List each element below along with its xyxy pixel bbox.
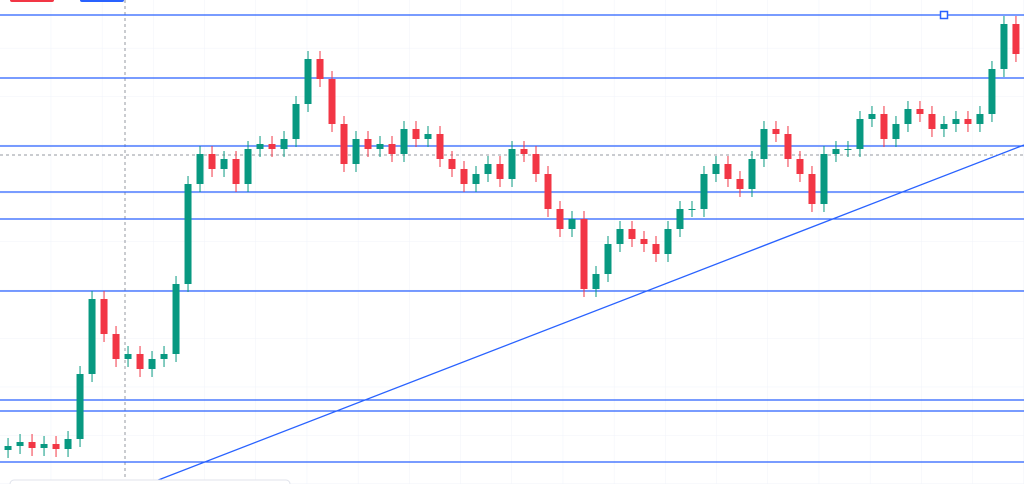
candle-body	[772, 129, 780, 134]
candle-body	[472, 174, 480, 184]
candle-body	[700, 174, 708, 209]
candle-body	[928, 114, 936, 129]
candle-body	[880, 114, 888, 139]
candle-body	[88, 299, 96, 374]
candle-body	[424, 134, 432, 139]
candle-body	[820, 154, 828, 204]
legend-chip[interactable]	[80, 0, 124, 2]
candle-body	[376, 144, 384, 149]
candle-body	[760, 129, 768, 159]
candle-body	[952, 119, 960, 124]
candle-body	[352, 139, 360, 164]
candle-body	[244, 149, 252, 184]
candle-body	[532, 154, 540, 174]
candle-body	[148, 359, 156, 369]
candle-body	[16, 442, 24, 446]
candle-body	[196, 154, 204, 184]
candle-body	[628, 229, 636, 239]
candle-body	[328, 79, 336, 124]
candle-body	[412, 129, 420, 139]
candle-body	[724, 164, 732, 179]
candle-body	[460, 169, 468, 184]
candle-body	[676, 209, 684, 229]
candle-body	[604, 244, 612, 274]
candle-body	[388, 144, 396, 154]
candle-body	[232, 159, 240, 184]
candle-body	[988, 69, 996, 114]
candle-body	[340, 124, 348, 164]
candle-body	[100, 299, 108, 334]
candle-body	[484, 164, 492, 174]
plot	[0, 14, 1024, 484]
candle-body	[616, 229, 624, 244]
candle-body	[976, 114, 984, 124]
candle-body	[112, 334, 120, 359]
candle-body	[160, 354, 168, 359]
candle-body	[280, 139, 288, 149]
candle-body	[220, 159, 228, 169]
candle-body	[52, 444, 60, 449]
candle-body	[256, 144, 264, 149]
candle-body	[184, 184, 192, 284]
candle-body	[136, 354, 144, 369]
candle-body	[448, 159, 456, 169]
candle-body	[400, 129, 408, 154]
candle-body	[832, 149, 840, 154]
candle-body	[76, 374, 84, 439]
candle-body	[592, 274, 600, 289]
candle-body	[520, 149, 528, 154]
legend-chip[interactable]	[10, 0, 54, 2]
candle-body	[1000, 24, 1008, 69]
candle-body	[856, 119, 864, 149]
drawing-handle[interactable]	[939, 10, 949, 20]
candle-body	[640, 239, 648, 244]
candle-body	[964, 119, 972, 124]
candle-body	[868, 114, 876, 119]
candle-body	[652, 244, 660, 254]
candle-body	[916, 109, 924, 114]
candle-body	[904, 109, 912, 124]
candle-body	[784, 134, 792, 159]
candle-body	[664, 229, 672, 254]
candle-body	[736, 179, 744, 189]
candle-body	[40, 444, 48, 448]
toolbar-edge	[9, 479, 291, 484]
candle-body	[580, 219, 588, 289]
candle-body	[568, 219, 576, 229]
candle-body	[556, 209, 564, 229]
candle-body	[844, 149, 852, 150]
candle-body	[748, 159, 756, 189]
candle-body	[508, 149, 516, 179]
candle-body	[940, 124, 948, 129]
candle-body	[808, 174, 816, 204]
candle-body	[304, 59, 312, 104]
candle-body	[172, 284, 180, 354]
candle-body	[496, 164, 504, 179]
candle-body	[208, 154, 216, 169]
candle-body	[544, 174, 552, 209]
candle-body	[4, 446, 12, 450]
candle-body	[364, 139, 372, 149]
candle-body	[124, 354, 132, 359]
candle-body	[64, 439, 72, 449]
candle-body	[28, 442, 36, 448]
trend-line	[147, 144, 1024, 484]
candle-body	[688, 209, 696, 210]
candle-body	[796, 159, 804, 174]
candle-body	[436, 134, 444, 159]
candle-body	[712, 164, 720, 174]
candle-body	[292, 104, 300, 139]
candle-body	[316, 59, 324, 79]
candle-body	[268, 144, 276, 149]
candle-body	[892, 124, 900, 139]
candle-body	[1012, 24, 1020, 54]
